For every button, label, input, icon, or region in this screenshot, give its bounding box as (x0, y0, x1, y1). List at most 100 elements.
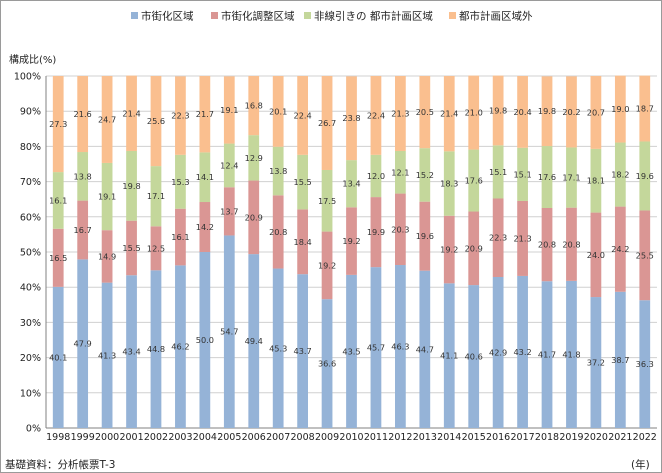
bar-segment (395, 150, 406, 194)
bar-segment (468, 211, 480, 286)
data-label: 24.7 (98, 114, 116, 124)
bar-segment (639, 141, 651, 211)
x-tick-label: 2017 (510, 432, 534, 443)
bar-segment (541, 208, 553, 282)
data-label: 49.4 (245, 336, 263, 346)
bar-segment (272, 268, 284, 428)
x-tick-label: 2010 (339, 432, 363, 443)
bar-segment (590, 297, 602, 428)
bar-segment (566, 207, 577, 281)
bar-segment (443, 76, 455, 152)
data-label: 17.1 (147, 191, 165, 201)
bar-segment (175, 76, 186, 155)
bar-segment (443, 215, 455, 284)
data-label: 20.2 (562, 107, 580, 117)
data-label: 21.6 (74, 109, 92, 119)
bar-segment (541, 146, 553, 208)
data-label: 20.1 (269, 106, 287, 116)
bar-segment (395, 265, 406, 428)
bar-segment (272, 195, 284, 269)
data-label: 22.4 (367, 110, 385, 120)
bar-segment (541, 76, 553, 147)
data-label: 13.7 (220, 206, 238, 216)
bar-segment (77, 200, 89, 260)
data-label: 14.1 (196, 172, 214, 182)
legend-label: 市街化調整区域 (221, 10, 295, 23)
data-label: 16.1 (171, 232, 189, 242)
data-label: 26.7 (318, 118, 336, 128)
bar-segment (175, 208, 186, 266)
data-label: 45.3 (269, 343, 287, 353)
data-label: 44.7 (416, 344, 434, 354)
y-axis-title: 構成比(%) (9, 55, 57, 66)
x-tick-label: 2000 (95, 432, 119, 443)
data-label: 20.9 (245, 212, 263, 222)
x-tick-label: 2009 (315, 432, 339, 443)
data-label: 19.8 (538, 106, 556, 116)
data-label: 19.6 (636, 171, 654, 181)
data-label: 21.3 (513, 233, 531, 243)
y-tick-label: 50% (20, 248, 41, 259)
data-label: 17.6 (538, 172, 556, 182)
bar-segment (468, 285, 480, 428)
bar-segment (346, 274, 357, 428)
bar-segment (517, 200, 528, 276)
bar-segment (272, 76, 284, 147)
data-label: 25.5 (636, 250, 654, 260)
data-label: 40.6 (465, 352, 483, 362)
data-label: 54.7 (220, 327, 238, 337)
legend-label: 非線引きの 都市計画区域 (314, 10, 433, 23)
x-tick-label: 2016 (486, 432, 510, 443)
bar-segment (346, 160, 357, 208)
bar-segment (52, 76, 64, 173)
data-label: 12.5 (147, 243, 165, 253)
bar-segment (223, 235, 235, 428)
bar-segment (77, 76, 89, 153)
bar-segment (126, 75, 137, 151)
bar-segment (52, 286, 64, 428)
bar-segment (321, 76, 333, 170)
data-label: 24.2 (611, 244, 629, 254)
data-label: 41.1 (440, 351, 458, 361)
data-label: 15.2 (416, 170, 434, 180)
data-label: 12.1 (391, 167, 409, 177)
x-tick-label: 2020 (584, 432, 608, 443)
data-label: 12.0 (367, 171, 385, 181)
bar-segment (590, 148, 602, 213)
legend-label: 都市計画区域外 (459, 10, 533, 23)
x-tick-label: 2021 (608, 432, 632, 443)
bar-segment (517, 275, 528, 428)
bar-segment (370, 197, 382, 268)
bar-segment (297, 209, 308, 275)
y-tick-label: 30% (20, 318, 41, 329)
data-label: 19.8 (122, 181, 140, 191)
data-label: 20.5 (416, 107, 434, 117)
data-label: 36.3 (636, 359, 654, 369)
x-tick-label: 2004 (193, 432, 217, 443)
data-label: 15.5 (294, 177, 312, 187)
bar-segment (614, 142, 626, 207)
data-label: 15.1 (489, 167, 507, 177)
bar-segment (101, 162, 113, 231)
data-label: 22.3 (489, 233, 507, 243)
data-label: 17.6 (465, 176, 483, 186)
data-label: 19.2 (440, 245, 458, 255)
data-label: 13.8 (269, 166, 287, 176)
x-tick-label: 2001 (119, 432, 143, 443)
bar-segment (297, 274, 308, 428)
bar-segment (590, 212, 602, 298)
data-label: 24.0 (587, 250, 605, 260)
data-label: 44.8 (147, 344, 165, 354)
y-tick-label: 40% (20, 283, 41, 294)
bar-segment (639, 75, 651, 142)
data-label: 16.1 (49, 195, 67, 205)
x-tick-label: 2014 (437, 432, 461, 443)
data-label: 13.4 (342, 179, 360, 189)
bar-segment (517, 76, 528, 148)
bar-segment (150, 76, 162, 167)
bar-segment (419, 76, 431, 149)
data-label: 16.7 (74, 225, 92, 235)
bar-segment (517, 147, 528, 201)
